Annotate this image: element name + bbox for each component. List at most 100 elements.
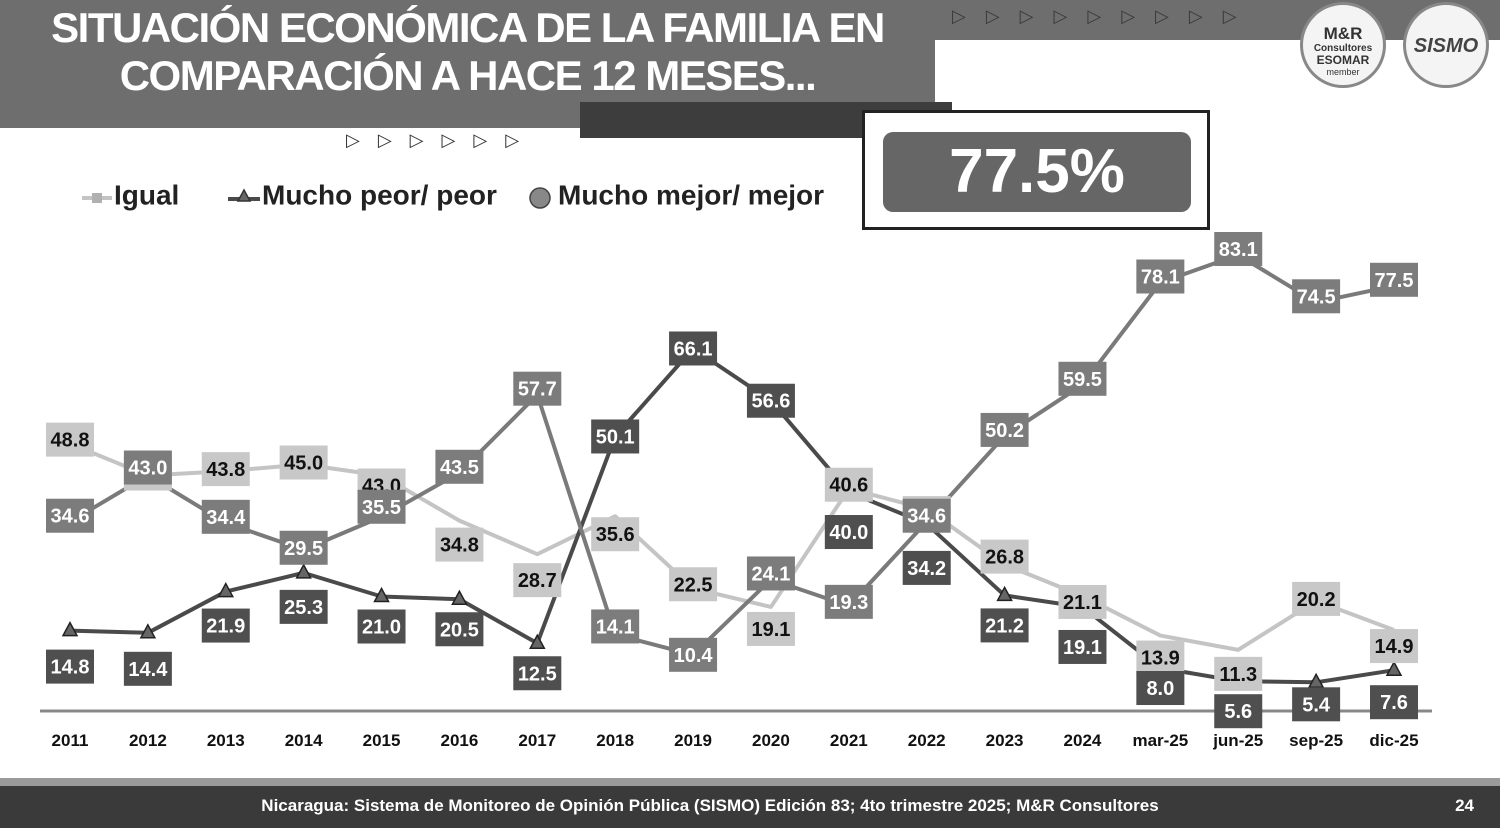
data-label-peor: 5.6 — [1214, 694, 1263, 729]
title-line-2: COMPARACIÓN A HACE 12 MESES... — [119, 52, 817, 99]
x-tick-label: 2015 — [363, 731, 401, 750]
svg-text:20.5: 20.5 — [440, 619, 479, 641]
legend-peor-marker-icon — [228, 188, 260, 202]
data-label-igual: 40.6 — [824, 467, 873, 502]
svg-text:43.5: 43.5 — [440, 457, 479, 479]
data-label-mejor: 43.0 — [123, 450, 172, 485]
svg-text:5.6: 5.6 — [1224, 701, 1252, 723]
svg-text:34.4: 34.4 — [206, 507, 246, 529]
data-label-igual: 28.7 — [513, 563, 562, 598]
data-label-igual: 14.9 — [1370, 629, 1418, 664]
legend-mejor-label: Mucho mejor/ mejor — [558, 179, 825, 211]
legend-item-peor: Mucho peor/ peor — [226, 178, 497, 214]
svg-text:28.7: 28.7 — [518, 570, 557, 592]
data-label-peor: 21.9 — [201, 608, 250, 643]
svg-text:78.1: 78.1 — [1141, 266, 1180, 288]
svg-text:12.5: 12.5 — [518, 663, 557, 685]
page-title: SITUACIÓN ECONÓMICA DE LA FAMILIA EN COM… — [0, 4, 935, 100]
x-tick-label: 2012 — [129, 731, 167, 750]
data-point-peor — [217, 581, 235, 598]
svg-text:34.8: 34.8 — [440, 535, 479, 557]
x-tick-label: mar-25 — [1132, 731, 1188, 750]
svg-text:34.6: 34.6 — [907, 506, 946, 528]
svg-text:5.4: 5.4 — [1302, 694, 1331, 716]
data-label-mejor: 14.1 — [591, 609, 640, 644]
data-label-peor: 14.4 — [123, 651, 172, 686]
svg-text:59.5: 59.5 — [1063, 369, 1102, 391]
data-point-peor — [295, 563, 312, 579]
data-point-peor — [373, 586, 390, 603]
data-label-mejor: 35.5 — [357, 489, 406, 524]
footer-source: Nicaragua: Sistema de Monitoreo de Opini… — [261, 796, 1159, 815]
x-tick-label: 2024 — [1064, 731, 1102, 750]
data-point-peor — [451, 589, 468, 606]
legend-igual-label: Igual — [114, 179, 180, 211]
series-line-peor — [69, 346, 1395, 685]
x-tick-label: 2013 — [207, 731, 245, 750]
series-line-mejor — [68, 253, 1395, 657]
data-label-mejor: 83.1 — [1214, 232, 1263, 266]
x-tick-label: 2016 — [440, 731, 478, 750]
svg-text:43.8: 43.8 — [206, 459, 245, 481]
svg-text:40.0: 40.0 — [829, 522, 868, 544]
data-label-mejor: 50.2 — [980, 412, 1029, 447]
data-label-peor: 7.6 — [1370, 685, 1418, 720]
x-tick-label: jun-25 — [1212, 731, 1263, 750]
svg-text:35.5: 35.5 — [362, 497, 401, 519]
sismo-logo: SISMO — [1403, 2, 1489, 88]
svg-text:35.6: 35.6 — [596, 524, 635, 546]
data-label-igual: 35.6 — [591, 517, 640, 552]
data-label-igual: 21.1 — [1058, 584, 1107, 619]
data-label-peor: 34.2 — [902, 550, 951, 585]
svg-text:21.1: 21.1 — [1063, 592, 1102, 614]
data-label-peor: 14.8 — [46, 649, 94, 684]
legend-igual-marker-icon — [82, 192, 112, 203]
data-label-peor: 12.5 — [513, 656, 562, 691]
data-label-mejor: 78.1 — [1136, 259, 1185, 294]
x-tick-label: sep-25 — [1289, 731, 1343, 750]
data-label-peor: 56.6 — [746, 383, 795, 418]
svg-text:57.7: 57.7 — [518, 379, 557, 401]
data-label-mejor: 29.5 — [279, 530, 328, 565]
data-label-igual: 26.8 — [980, 539, 1029, 574]
svg-text:56.6: 56.6 — [751, 391, 790, 413]
page-number: 24 — [1455, 796, 1474, 815]
data-point-peor — [996, 585, 1013, 602]
data-label-peor: 5.4 — [1292, 687, 1341, 722]
data-label-igual: 13.9 — [1136, 640, 1185, 675]
x-tick-label: 2018 — [596, 731, 634, 750]
data-label-mejor: 10.4 — [669, 637, 718, 672]
svg-text:11.3: 11.3 — [1219, 664, 1257, 686]
svg-text:74.5: 74.5 — [1297, 286, 1336, 308]
svg-text:22.5: 22.5 — [674, 574, 713, 596]
data-point-peor — [139, 623, 157, 639]
svg-text:10.4: 10.4 — [674, 645, 714, 667]
svg-text:24.1: 24.1 — [751, 563, 790, 585]
svg-text:50.1: 50.1 — [596, 426, 635, 448]
data-label-igual: 11.3 — [1214, 656, 1263, 691]
legend-mejor-marker-icon — [529, 186, 551, 209]
svg-text:14.1: 14.1 — [596, 616, 635, 638]
data-label-igual: 20.2 — [1292, 581, 1341, 616]
x-tick-label: 2023 — [986, 731, 1024, 750]
data-point-peor — [1307, 672, 1325, 689]
svg-text:19.1: 19.1 — [1063, 637, 1102, 659]
x-tick-label: 2017 — [518, 731, 556, 750]
decorative-arrows-mid-icon: ▷▷▷▷▷▷ — [346, 130, 538, 150]
svg-text:48.8: 48.8 — [51, 430, 90, 452]
svg-text:50.2: 50.2 — [985, 420, 1024, 442]
svg-text:7.6: 7.6 — [1380, 692, 1408, 714]
highlight-value: 77.5% — [883, 132, 1191, 212]
svg-text:34.6: 34.6 — [51, 506, 90, 528]
data-label-mejor: 43.5 — [435, 449, 484, 484]
data-label-peor: 21.0 — [357, 609, 406, 644]
decorative-arrows-top-icon: ▷▷▷▷▷▷▷▷▷ — [952, 6, 1257, 26]
x-tick-label: 2019 — [674, 731, 712, 750]
x-tick-label: 2021 — [830, 731, 868, 750]
svg-text:40.6: 40.6 — [829, 475, 868, 497]
x-tick-label: 2022 — [908, 731, 946, 750]
x-tick-label: 2011 — [52, 731, 89, 750]
legend-item-igual: Igual — [80, 178, 179, 214]
legend-item-mejor: Mucho mejor/ mejor — [522, 178, 824, 214]
footer: Nicaragua: Sistema de Monitoreo de Opini… — [0, 786, 1500, 828]
